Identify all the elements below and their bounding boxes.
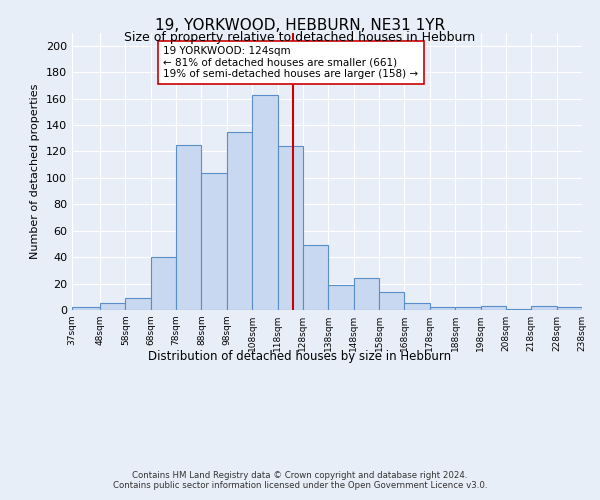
Text: Size of property relative to detached houses in Hebburn: Size of property relative to detached ho… xyxy=(124,31,476,44)
Bar xyxy=(353,278,379,310)
Bar xyxy=(252,94,278,310)
Bar xyxy=(328,285,353,310)
Bar xyxy=(303,245,328,310)
Bar xyxy=(557,308,582,310)
Bar xyxy=(227,132,252,310)
Bar xyxy=(151,257,176,310)
Bar xyxy=(202,172,227,310)
Bar xyxy=(506,308,531,310)
Bar xyxy=(455,308,481,310)
Bar xyxy=(176,145,202,310)
Y-axis label: Number of detached properties: Number of detached properties xyxy=(31,84,40,259)
Text: Contains HM Land Registry data © Crown copyright and database right 2024.
Contai: Contains HM Land Registry data © Crown c… xyxy=(113,470,487,490)
Bar xyxy=(404,304,430,310)
Text: 19, YORKWOOD, HEBBURN, NE31 1YR: 19, YORKWOOD, HEBBURN, NE31 1YR xyxy=(155,18,445,32)
Text: 19 YORKWOOD: 124sqm
← 81% of detached houses are smaller (661)
19% of semi-detac: 19 YORKWOOD: 124sqm ← 81% of detached ho… xyxy=(163,46,418,79)
Bar xyxy=(481,306,506,310)
Bar xyxy=(100,304,125,310)
Bar xyxy=(72,308,100,310)
Bar xyxy=(379,292,404,310)
Bar xyxy=(430,308,455,310)
Bar xyxy=(125,298,151,310)
Bar xyxy=(278,146,303,310)
Text: Distribution of detached houses by size in Hebburn: Distribution of detached houses by size … xyxy=(148,350,452,363)
Bar xyxy=(531,306,557,310)
